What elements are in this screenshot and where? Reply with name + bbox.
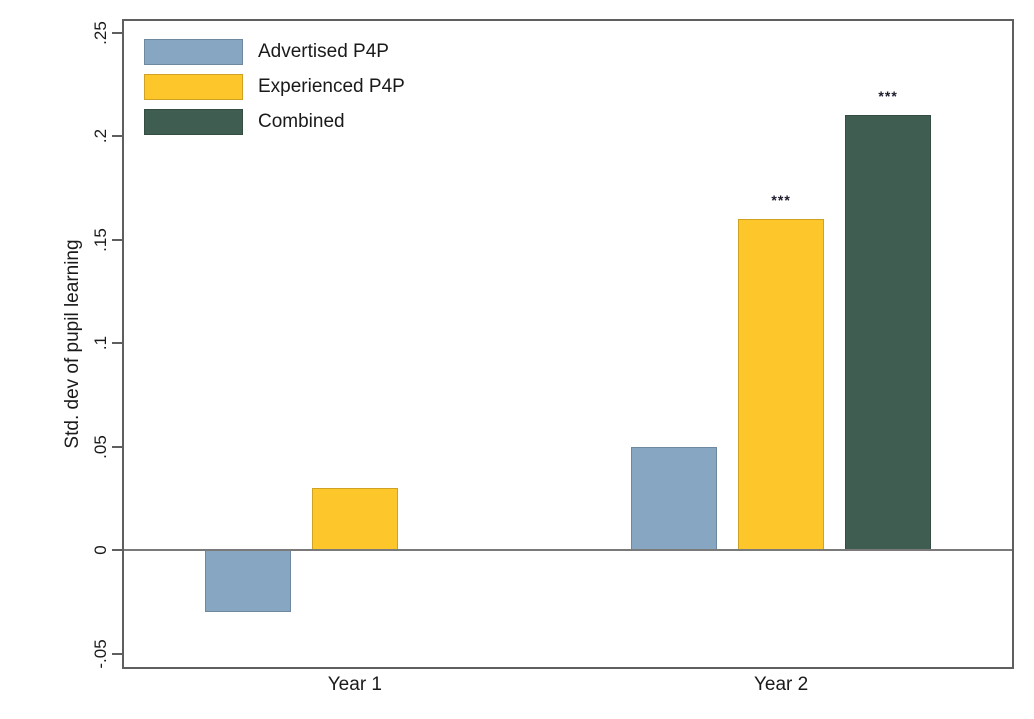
y-tick-mark <box>112 31 122 34</box>
bar-year-1-experienced-p4p <box>311 487 398 551</box>
significance-stars: *** <box>878 88 898 105</box>
y-tick-mark <box>112 135 122 138</box>
bar-year-2-experienced-p4p <box>738 218 825 551</box>
legend-label: Combined <box>258 111 345 132</box>
legend: Advertised P4P Experienced P4P Combined <box>144 39 405 144</box>
bar-year-1-advertised-p4p <box>204 550 291 613</box>
legend-label: Advertised P4P <box>258 41 389 62</box>
y-tick-mark <box>112 342 122 345</box>
legend-item-combined: Combined <box>144 109 405 135</box>
legend-item-advertised-p4p: Advertised P4P <box>144 39 405 65</box>
legend-swatch-experienced-p4p <box>144 74 243 100</box>
plot-area: Advertised P4P Experienced P4P Combined … <box>91 19 1014 695</box>
legend-item-experienced-p4p: Experienced P4P <box>144 74 405 100</box>
legend-label: Experienced P4P <box>258 76 405 97</box>
y-tick-mark <box>112 652 122 655</box>
y-tick-mark <box>112 238 122 241</box>
significance-stars: *** <box>771 191 791 208</box>
x-category-label-year-2: Year 2 <box>753 674 809 695</box>
y-tick-mark <box>112 549 122 552</box>
legend-swatch-advertised-p4p <box>144 39 243 65</box>
x-category-label-year-1: Year 1 <box>327 674 382 695</box>
bar-year-2-combined <box>845 115 932 551</box>
zero-line <box>124 549 1012 552</box>
y-tick-mark <box>112 445 122 448</box>
bar-year-2-advertised-p4p <box>631 446 718 551</box>
legend-swatch-combined <box>144 109 243 135</box>
